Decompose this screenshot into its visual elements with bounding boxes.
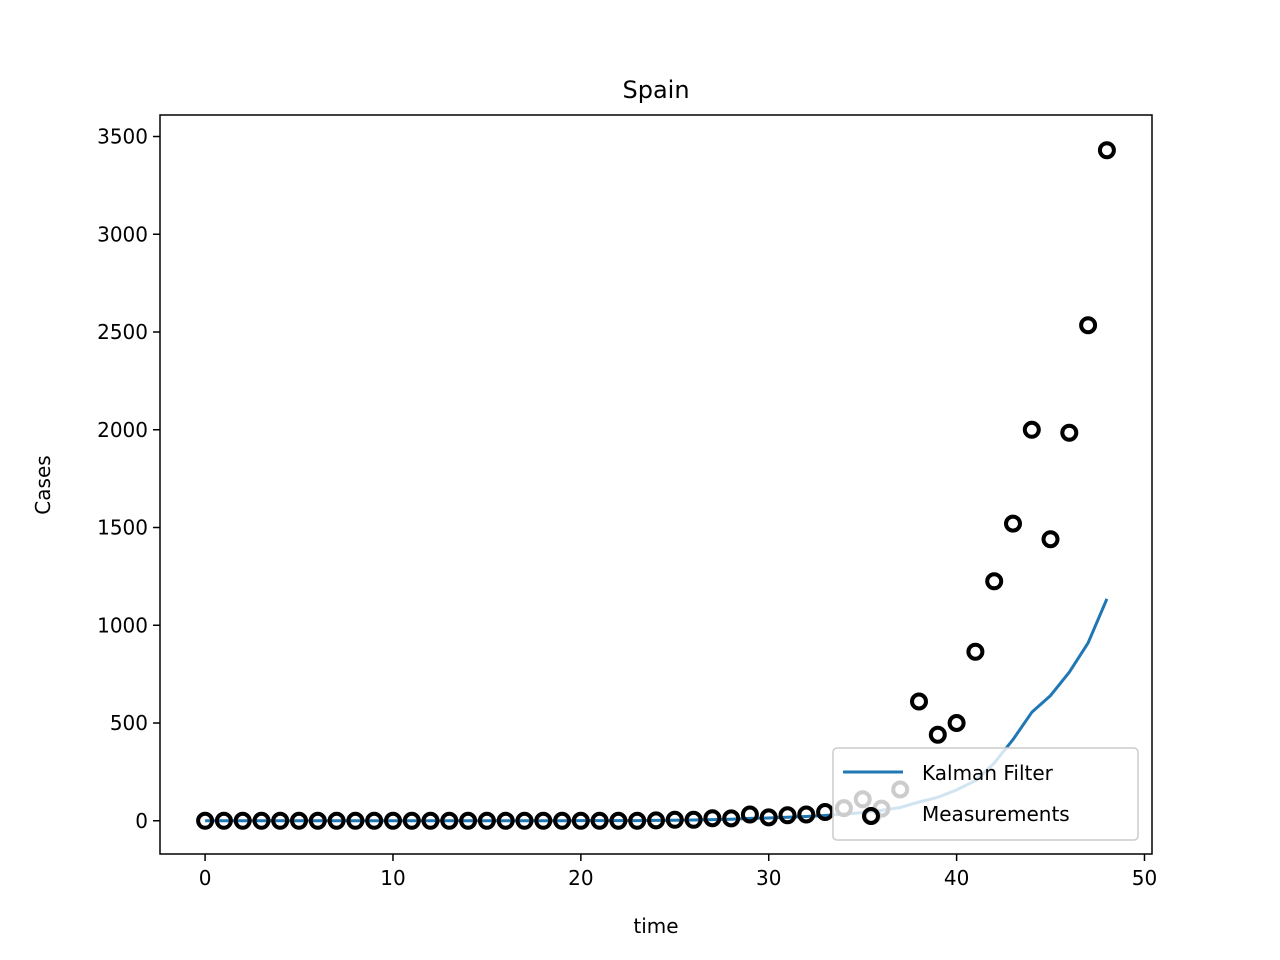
measurement-point	[966, 642, 985, 661]
measurement-point	[233, 811, 252, 830]
measurement-point	[496, 811, 515, 830]
measurement-point	[722, 809, 741, 828]
measurement-point	[1097, 141, 1116, 160]
y-tick-label: 1500	[97, 516, 148, 540]
measurement-point	[553, 811, 572, 830]
y-tick-label: 1000	[97, 613, 148, 637]
chart-title: Spain	[622, 76, 689, 104]
y-tick-label: 3000	[97, 222, 148, 246]
measurement-point	[797, 805, 816, 824]
measurement-point	[534, 811, 553, 830]
legend: Kalman Filter Measurements	[832, 747, 1139, 841]
legend-box	[832, 747, 1139, 841]
measurement-point	[196, 811, 215, 830]
measurement-point	[440, 811, 459, 830]
measurement-point	[421, 811, 440, 830]
x-tick-label: 10	[380, 866, 405, 890]
measurement-point	[1004, 514, 1022, 533]
measurement-point	[947, 714, 966, 732]
measurement-point	[271, 811, 290, 830]
measurement-point	[928, 725, 947, 744]
measurement-point	[459, 811, 478, 830]
legend-kalman-label: Kalman Filter	[922, 761, 1054, 785]
measurement-point	[290, 811, 308, 830]
plot-content	[196, 141, 1116, 830]
x-tick-label: 20	[568, 866, 593, 890]
y-tick-label: 2000	[97, 418, 148, 442]
measurement-point	[740, 805, 759, 824]
measurement-point	[647, 811, 665, 830]
measurement-point	[252, 811, 271, 830]
measurement-point	[816, 803, 835, 821]
y-axis-label: Cases	[31, 455, 55, 514]
y-tick-label: 0	[135, 809, 148, 833]
plot-frame	[159, 114, 1153, 855]
measurement-point	[346, 811, 365, 830]
measurement-point	[665, 810, 684, 829]
measurement-point	[1022, 420, 1041, 439]
measurement-point	[759, 808, 778, 827]
x-tick-label: 40	[944, 866, 969, 890]
measurement-point	[214, 811, 233, 830]
x-tick-label: 30	[756, 866, 781, 890]
measurement-point	[327, 811, 346, 830]
y-tick-label: 2500	[97, 320, 148, 344]
measurement-point	[703, 809, 722, 828]
y-tick-label: 3500	[97, 125, 148, 149]
measurement-point	[477, 811, 496, 830]
legend-measurements-swatch	[862, 807, 880, 825]
legend-measurements-label: Measurements	[922, 802, 1070, 826]
measurement-point	[985, 572, 1004, 591]
measurement-point	[1060, 423, 1079, 442]
y-axis: 0 500 1000 1500 2000 2500 3000 3500	[97, 125, 160, 833]
x-tick-label: 50	[1132, 866, 1157, 890]
x-tick-label: 0	[199, 866, 212, 890]
x-axis-label: time	[633, 914, 678, 938]
measurement-point	[1041, 530, 1060, 549]
measurement-point	[571, 811, 590, 830]
measurement-point	[384, 811, 402, 830]
measurement-point	[515, 811, 534, 830]
y-tick-label: 500	[110, 711, 148, 735]
measurement-point	[402, 811, 421, 830]
measurement-point	[590, 811, 609, 830]
x-axis: 0 10 20 30 40 50	[199, 854, 1157, 890]
measurement-point	[308, 811, 327, 830]
measurement-point	[609, 811, 628, 830]
measurement-point	[910, 692, 928, 711]
measurement-point	[1079, 316, 1098, 335]
measurement-point	[778, 806, 797, 825]
measurement-point	[628, 811, 647, 830]
measurement-point	[365, 811, 384, 830]
measurement-point	[684, 810, 703, 829]
